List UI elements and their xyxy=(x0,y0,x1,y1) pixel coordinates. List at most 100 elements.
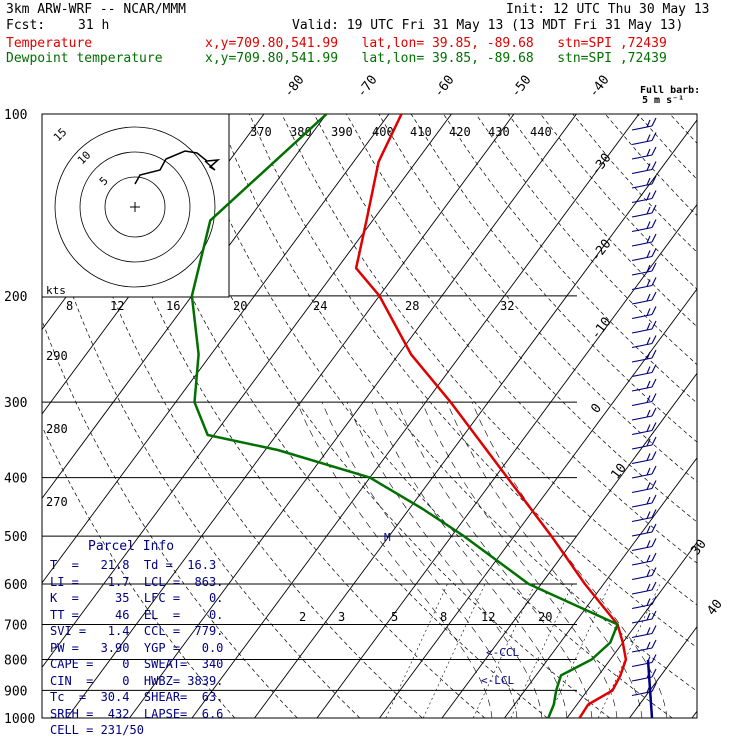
isotherm--90 xyxy=(42,114,327,500)
isotherm-label: -80 xyxy=(281,73,307,101)
theta-label: 430 xyxy=(488,125,510,139)
pressure-lines xyxy=(41,113,698,719)
wind-barb xyxy=(631,226,653,233)
isotherm-label: -10 xyxy=(588,315,614,343)
wind-barb-flag xyxy=(651,567,657,576)
wind-barb-flag xyxy=(651,349,657,359)
mixing-ratio-label: 12 xyxy=(481,610,495,624)
pressure-label-800: 800 xyxy=(4,653,27,668)
wind-barb-flag xyxy=(646,337,651,345)
pressure-label-900: 900 xyxy=(4,684,27,699)
wind-barb-flag xyxy=(651,262,657,272)
wind-barb-flag xyxy=(651,364,657,373)
dry-adiabat-360 xyxy=(346,114,697,523)
dry-adiabat-470 xyxy=(702,114,740,718)
scale-label: 24 xyxy=(313,299,327,313)
wind-barb-flag xyxy=(646,569,651,577)
isotherm-20 xyxy=(566,541,697,718)
wind-barb-flag xyxy=(651,436,657,446)
moist-adiabat xyxy=(371,402,568,718)
wind-barb-flag xyxy=(651,581,657,591)
hodograph-ring xyxy=(79,151,191,263)
lcl-marker: <-LCL xyxy=(481,674,514,687)
dewpoint-legend: Dewpoint temperature xyxy=(6,51,163,66)
wind-barb-flag xyxy=(651,219,657,228)
theta-label: 400 xyxy=(372,125,394,139)
dry-adiabats xyxy=(42,114,740,718)
wind-barb-flag xyxy=(646,641,651,650)
wind-barb xyxy=(631,168,653,175)
scale-label: 20 xyxy=(233,299,247,313)
wind-barb xyxy=(631,632,653,639)
isotherm--50 xyxy=(129,114,577,718)
dewpoint-line xyxy=(190,114,619,718)
isotherm--80 xyxy=(42,114,390,584)
mixing-ratio-line xyxy=(422,583,486,718)
wind-barb xyxy=(631,255,653,262)
wind-barbs xyxy=(631,117,657,719)
parcel-info-row: T = 21.8 Td = 16.3 xyxy=(50,558,217,572)
wind-barb-flag xyxy=(651,248,657,257)
wind-barb-flag xyxy=(646,322,651,331)
theta-low-label: 290 xyxy=(46,349,68,363)
moist-adiabat xyxy=(346,402,543,718)
wind-barb-flag xyxy=(646,192,651,200)
wind-barb-flag xyxy=(651,523,657,533)
wind-barb-flag xyxy=(651,465,657,475)
wind-barb xyxy=(631,212,653,218)
valid-time: Valid: 19 UTC Fri 31 May 13 (13 MDT Fri … xyxy=(292,18,684,33)
wind-barb-flag xyxy=(646,163,651,171)
wind-barb-flag xyxy=(646,525,651,534)
isotherm-label: 40 xyxy=(704,597,725,619)
scale-label: 16 xyxy=(166,299,180,313)
theta-low-label: 280 xyxy=(46,422,68,436)
wind-barb-flag xyxy=(646,612,651,621)
parcel-info-row: CAPE = 0 SWEAT= 340 xyxy=(50,657,224,671)
wind-barb-low xyxy=(646,659,654,719)
scale-label: 12 xyxy=(110,299,124,313)
wind-barb-flag xyxy=(651,480,657,489)
dry-adiabat-340 xyxy=(281,114,697,606)
wind-barb-flag xyxy=(646,351,651,360)
wind-barb xyxy=(631,618,653,624)
mixing-ratio-line xyxy=(385,583,448,718)
parcel-info-row: SVI = 1.4 CCL = 779. xyxy=(50,624,224,638)
wind-legend-line1: Full barb: xyxy=(640,85,700,96)
wind-barb-flag xyxy=(646,134,651,142)
wind-barb xyxy=(631,487,653,494)
wind-barb-flag xyxy=(646,540,651,548)
moist-adiabat xyxy=(446,402,643,718)
pressure-label-1000: 1000 xyxy=(4,712,35,727)
model-title: 3km ARW-WRF -- NCAR/MMM xyxy=(6,2,187,17)
wind-barb-flag xyxy=(646,583,651,592)
wind-barb xyxy=(631,647,653,653)
moist-adiabat xyxy=(421,402,618,718)
parcel-info-row: SREH = 432 LAPSE= 6.6 xyxy=(50,706,224,721)
dry-adiabat-320 xyxy=(216,114,697,692)
wind-barb xyxy=(631,574,653,581)
dry-adiabat-450 xyxy=(637,114,697,180)
hodograph-trace xyxy=(134,150,221,185)
dry-adiabat-390 xyxy=(443,114,697,404)
mixing-ratio-line xyxy=(510,583,573,718)
dry-adiabat-240 xyxy=(42,425,236,718)
wind-barb-flag xyxy=(651,291,657,301)
dry-adiabat-440 xyxy=(604,114,697,217)
dry-adiabat-250 xyxy=(42,319,298,718)
pressure-label-600: 600 xyxy=(4,578,27,593)
isotherm--40 xyxy=(191,114,640,718)
scale-label: 8 xyxy=(66,299,73,313)
wind-barb xyxy=(631,502,653,508)
ccl-marker: <-CCL xyxy=(486,646,519,659)
wind-barb-flag xyxy=(651,639,657,649)
wind-barb-flag xyxy=(646,206,651,215)
wind-barb xyxy=(631,400,653,407)
isotherm-40 xyxy=(691,710,697,718)
wind-barb-flag xyxy=(646,250,651,258)
wind-barb-flag xyxy=(646,293,651,302)
wind-barb-flag xyxy=(651,494,657,504)
dry-adiabat-350 xyxy=(313,114,697,564)
isotherm--20 xyxy=(316,203,697,718)
dry-adiabat-480 xyxy=(735,114,740,718)
wind-barb xyxy=(631,342,653,349)
